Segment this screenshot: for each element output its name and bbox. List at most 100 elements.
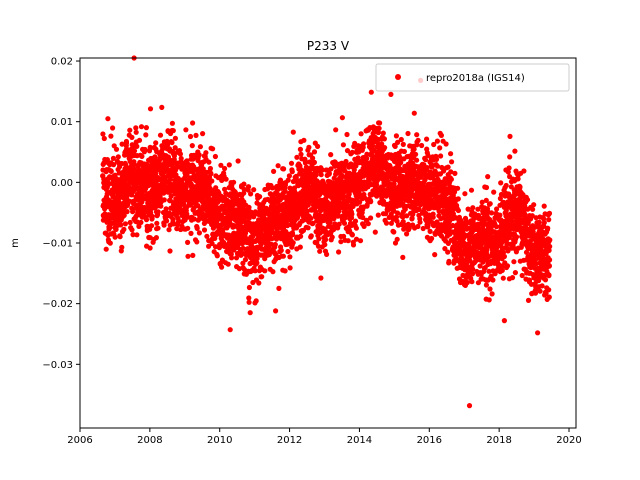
data-point xyxy=(287,254,293,260)
data-point xyxy=(134,143,140,149)
data-point xyxy=(542,277,549,283)
data-point xyxy=(124,209,130,215)
data-point xyxy=(280,253,286,259)
data-point xyxy=(546,217,552,223)
data-point xyxy=(448,151,454,157)
data-point xyxy=(116,170,122,176)
data-point xyxy=(448,176,454,182)
data-point xyxy=(149,213,155,219)
data-point xyxy=(341,193,347,199)
data-point xyxy=(177,151,183,157)
data-point xyxy=(323,237,329,243)
data-point xyxy=(327,219,333,225)
data-point xyxy=(427,228,433,234)
data-point xyxy=(288,160,295,166)
x-tick-label: 2008 xyxy=(137,435,162,446)
data-point xyxy=(297,163,303,169)
data-point xyxy=(154,220,160,226)
data-point xyxy=(500,275,506,281)
data-point xyxy=(392,143,398,149)
data-point xyxy=(532,290,539,296)
data-point xyxy=(197,144,203,150)
data-point xyxy=(262,268,268,274)
data-point xyxy=(509,275,516,281)
data-point xyxy=(165,142,171,148)
data-point xyxy=(256,280,262,286)
data-point xyxy=(259,274,265,280)
data-point xyxy=(222,186,228,192)
data-point xyxy=(209,240,215,247)
data-point xyxy=(336,221,342,227)
data-point xyxy=(285,248,291,255)
data-point xyxy=(286,173,292,179)
data-point xyxy=(131,161,137,167)
data-point xyxy=(251,187,257,193)
data-point xyxy=(108,133,114,139)
data-point xyxy=(246,295,252,301)
data-point xyxy=(290,129,296,135)
data-point xyxy=(507,133,513,139)
data-point xyxy=(253,298,259,304)
data-point xyxy=(338,239,344,245)
data-point xyxy=(429,235,435,242)
data-point xyxy=(434,138,440,144)
data-point xyxy=(339,115,345,121)
data-point xyxy=(208,171,214,177)
data-point xyxy=(318,275,324,281)
data-point xyxy=(507,154,513,160)
data-point xyxy=(349,149,355,155)
data-point xyxy=(184,172,190,178)
data-point xyxy=(185,253,191,259)
data-point xyxy=(241,190,247,196)
data-point xyxy=(206,243,212,249)
data-point xyxy=(437,145,443,151)
data-point xyxy=(115,154,121,160)
data-point xyxy=(273,308,279,314)
data-point xyxy=(368,215,374,221)
data-point xyxy=(139,153,145,159)
data-point xyxy=(117,234,123,240)
data-point xyxy=(355,155,361,161)
data-point xyxy=(400,219,406,225)
data-point xyxy=(404,231,410,237)
data-point xyxy=(219,264,225,270)
data-point xyxy=(446,258,452,264)
data-point xyxy=(511,259,517,265)
data-point xyxy=(483,184,490,191)
data-point xyxy=(379,141,385,147)
data-point xyxy=(172,145,178,151)
data-point xyxy=(344,148,351,154)
data-point xyxy=(326,170,332,176)
data-point xyxy=(129,134,135,140)
data-point xyxy=(346,191,352,197)
data-point xyxy=(487,201,493,207)
y-tick-label: −0.01 xyxy=(42,239,73,250)
data-point xyxy=(166,227,172,233)
data-point xyxy=(240,260,246,266)
data-point xyxy=(194,225,200,231)
data-point xyxy=(497,212,503,218)
data-point xyxy=(404,213,410,219)
data-point xyxy=(227,327,233,333)
data-point xyxy=(341,220,348,226)
data-point xyxy=(226,162,232,168)
data-point xyxy=(394,210,401,216)
data-point xyxy=(113,146,120,152)
data-point xyxy=(129,227,135,233)
data-point xyxy=(185,239,191,245)
data-point xyxy=(152,154,158,160)
data-point xyxy=(254,256,260,262)
data-point xyxy=(133,129,139,135)
data-point xyxy=(424,136,430,142)
data-point xyxy=(311,159,317,165)
data-point xyxy=(336,249,342,255)
data-point xyxy=(393,214,400,220)
data-point xyxy=(381,198,387,204)
data-point xyxy=(131,148,138,154)
data-point xyxy=(170,216,176,223)
data-point xyxy=(413,151,419,157)
data-point xyxy=(393,133,399,139)
data-point xyxy=(281,166,287,172)
data-point xyxy=(241,186,247,192)
data-point xyxy=(223,176,229,182)
